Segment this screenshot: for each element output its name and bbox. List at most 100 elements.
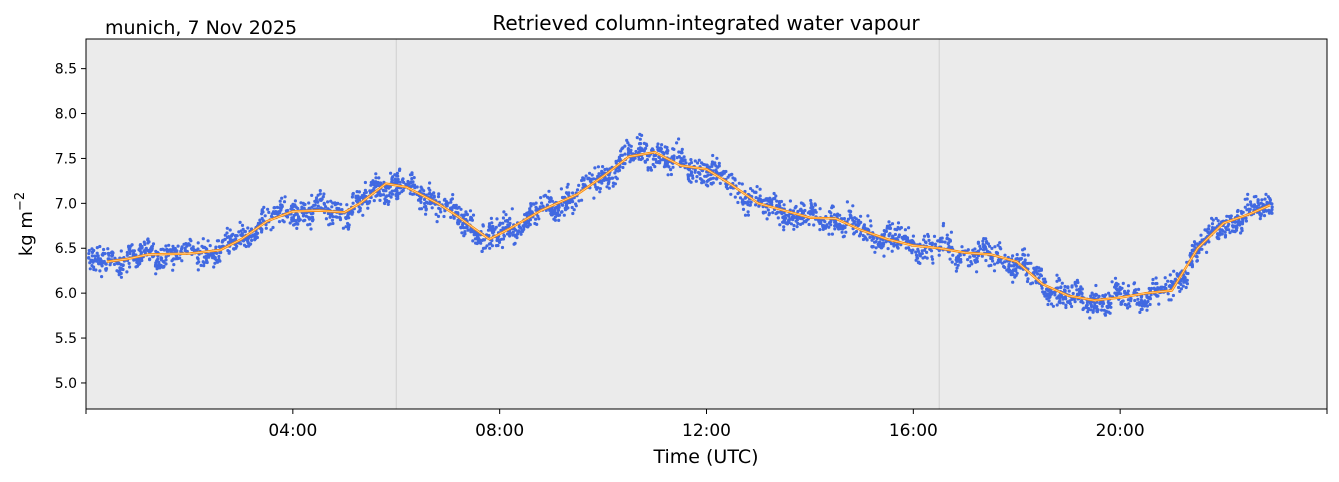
retrieval-point: [777, 201, 782, 206]
retrieval-point: [539, 196, 543, 200]
retrieval-point: [171, 244, 175, 248]
retrieval-point: [452, 203, 456, 208]
retrieval-point: [491, 230, 495, 234]
x-tick-label: 04:00: [268, 421, 317, 441]
retrieval-point: [324, 217, 328, 221]
retrieval-point: [861, 237, 866, 242]
retrieval-point: [306, 223, 310, 227]
retrieval-point: [905, 238, 910, 242]
retrieval-point: [1011, 280, 1015, 284]
retrieval-point: [176, 244, 180, 248]
retrieval-point: [232, 247, 236, 251]
retrieval-point: [219, 250, 223, 255]
retrieval-point: [398, 191, 402, 195]
retrieval-point: [755, 185, 759, 189]
chart-subtitle: munich, 7 Nov 2025: [105, 17, 297, 39]
retrieval-point: [161, 265, 165, 269]
y-tick-label: 8.0: [55, 107, 77, 123]
retrieval-point: [1178, 289, 1182, 293]
retrieval-point: [638, 137, 642, 141]
retrieval-point: [258, 218, 262, 222]
retrieval-point: [865, 238, 869, 242]
retrieval-point: [1195, 259, 1199, 263]
retrieval-point: [377, 176, 381, 180]
retrieval-point: [144, 247, 148, 251]
retrieval-point: [87, 248, 91, 253]
retrieval-point: [682, 155, 686, 159]
retrieval-point: [215, 260, 220, 264]
retrieval-point: [916, 260, 921, 264]
retrieval-point: [465, 226, 469, 230]
retrieval-point: [592, 177, 596, 181]
retrieval-point: [686, 173, 690, 177]
retrieval-point: [312, 203, 316, 207]
retrieval-point: [571, 191, 575, 195]
retrieval-point: [182, 242, 186, 246]
retrieval-point: [1217, 237, 1221, 241]
retrieval-point: [311, 211, 315, 215]
retrieval-point: [874, 240, 878, 244]
retrieval-point: [347, 216, 351, 220]
retrieval-point: [489, 241, 493, 246]
retrieval-point: [422, 197, 427, 202]
retrieval-point: [582, 183, 586, 187]
retrieval-point: [1089, 294, 1093, 298]
retrieval-point: [689, 161, 694, 165]
retrieval-point: [321, 195, 325, 199]
retrieval-point: [299, 201, 303, 205]
retrieval-point: [696, 170, 701, 175]
retrieval-point: [746, 200, 750, 204]
retrieval-point: [945, 237, 949, 241]
retrieval-point: [1137, 287, 1141, 291]
retrieval-point: [511, 230, 515, 234]
retrieval-point: [646, 166, 650, 170]
retrieval-point: [677, 150, 681, 154]
retrieval-point: [895, 245, 900, 249]
retrieval-point: [743, 213, 748, 217]
retrieval-point: [382, 201, 387, 205]
retrieval-point: [374, 194, 378, 198]
retrieval-point: [614, 161, 618, 165]
retrieval-point: [510, 207, 514, 211]
retrieval-point: [369, 183, 373, 187]
retrieval-point: [529, 204, 533, 208]
retrieval-point: [1152, 286, 1156, 290]
retrieval-point: [1110, 280, 1114, 284]
retrieval-point: [893, 232, 898, 237]
chart-title: Retrieved column-integrated water vapour: [492, 11, 920, 35]
retrieval-point: [733, 195, 737, 199]
retrieval-point: [818, 207, 822, 211]
retrieval-point: [697, 158, 701, 162]
retrieval-point: [830, 204, 835, 208]
retrieval-point: [395, 189, 399, 193]
retrieval-point: [1003, 265, 1007, 270]
retrieval-point: [1053, 293, 1057, 297]
retrieval-point: [282, 200, 287, 204]
retrieval-point: [636, 147, 641, 151]
retrieval-point: [1113, 291, 1117, 295]
retrieval-point: [1023, 258, 1027, 262]
retrieval-point: [1223, 233, 1228, 237]
retrieval-point: [452, 216, 456, 220]
retrieval-point: [1129, 299, 1133, 303]
retrieval-point: [621, 146, 625, 150]
retrieval-point: [388, 185, 392, 189]
retrieval-point: [176, 256, 180, 260]
retrieval-point: [1071, 291, 1075, 296]
retrieval-point: [719, 173, 724, 177]
retrieval-point: [1140, 300, 1144, 304]
retrieval-point: [106, 247, 110, 251]
retrieval-point: [379, 181, 383, 185]
retrieval-point: [297, 219, 301, 223]
retrieval-point: [1127, 302, 1131, 306]
retrieval-point: [1049, 302, 1054, 306]
retrieval-point: [159, 258, 163, 262]
retrieval-point: [1103, 312, 1107, 316]
retrieval-point: [775, 199, 779, 203]
retrieval-point: [1194, 254, 1199, 258]
retrieval-point: [552, 217, 556, 221]
retrieval-point: [293, 205, 298, 209]
retrieval-point: [786, 213, 790, 217]
retrieval-point: [146, 241, 150, 245]
retrieval-point: [270, 212, 274, 216]
